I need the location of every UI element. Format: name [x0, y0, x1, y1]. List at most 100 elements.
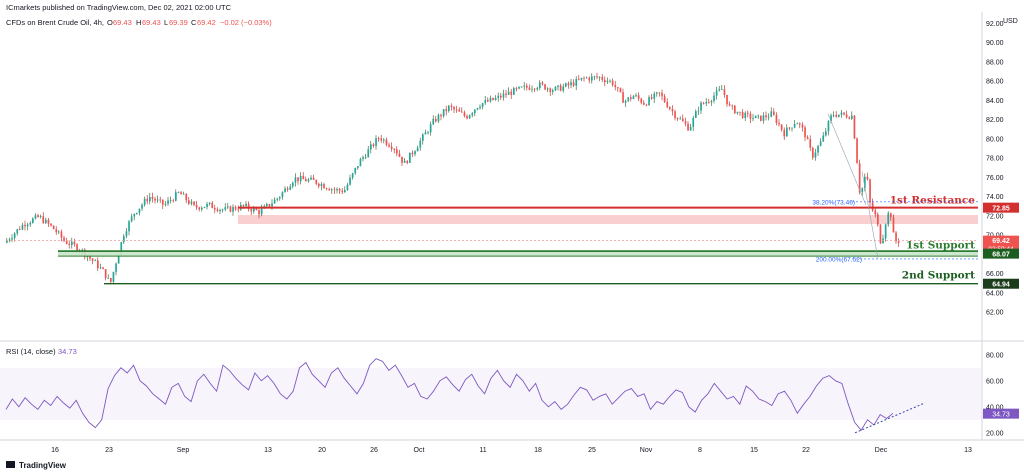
candle-body: [513, 88, 515, 95]
candle-body: [245, 203, 247, 206]
candle-body: [201, 207, 203, 210]
candle-body: [697, 110, 700, 112]
candle-body: [741, 112, 744, 118]
candle-body: [648, 97, 650, 106]
candle-body: [708, 101, 710, 103]
candle-body: [645, 104, 648, 106]
support-1-label: 1st Support: [906, 240, 975, 252]
candle-body: [377, 138, 380, 140]
currency-label: USD: [1003, 18, 1018, 25]
support-1-badge: [983, 248, 1019, 259]
candle-body: [328, 188, 331, 191]
rsi-tick-label: 40.00: [986, 404, 1004, 411]
candle-body: [479, 106, 481, 109]
candle-body: [559, 85, 562, 91]
candle-body: [494, 97, 497, 100]
candle-body: [780, 124, 783, 130]
candle-body: [198, 207, 201, 210]
candle-body: [663, 96, 666, 102]
candle-body: [614, 85, 617, 88]
candle-body: [515, 88, 518, 89]
candle-body: [123, 236, 125, 243]
candle-body: [848, 117, 851, 119]
candle-body: [50, 223, 52, 226]
candle-body: [767, 116, 770, 118]
resistance-badge-value: 72.85: [992, 206, 1010, 213]
candle-body: [851, 115, 853, 119]
ohlc-c-value: 69.42: [197, 18, 216, 27]
candle-body: [34, 215, 37, 219]
candle-body: [656, 92, 658, 94]
candle-body: [754, 115, 757, 119]
candle-body: [76, 244, 78, 251]
candle-body: [715, 90, 718, 96]
price-tick-label: 90.00: [986, 40, 1004, 47]
candle-body: [8, 239, 11, 241]
candle-body: [284, 188, 286, 193]
time-tick-label: 20: [318, 447, 326, 454]
candle-body: [13, 233, 16, 239]
candle-body: [890, 213, 892, 218]
candle-body: [232, 206, 234, 212]
candle-body: [760, 115, 762, 121]
candle-body: [856, 138, 858, 164]
candle-body: [471, 113, 474, 116]
candle-body: [333, 189, 336, 191]
candle-body: [775, 114, 778, 124]
candle-body: [32, 218, 34, 223]
price-axis: 92.00 90.00 88.00 86.00 84.00 82.00 80.00 78.00…: [983, 21, 1019, 317]
candle-body: [546, 88, 549, 90]
candle-body: [838, 114, 840, 117]
candle-body: [435, 118, 437, 122]
rsi-last-badge-value: 34.73: [992, 412, 1010, 419]
candle-body: [450, 105, 453, 108]
price-tick-label: 82.00: [986, 117, 1004, 124]
candle-body: [383, 139, 385, 141]
price-tick-label: 74.00: [986, 194, 1004, 201]
candle-body: [528, 87, 531, 90]
candle-body: [671, 108, 674, 112]
candle-body: [481, 103, 484, 107]
candle-body: [557, 85, 559, 87]
candle-body: [624, 100, 627, 103]
candle-body: [45, 219, 47, 223]
candle-body: [401, 156, 403, 163]
candle-body: [637, 95, 640, 99]
candle-body: [437, 114, 440, 122]
rsi-trend-line: [854, 402, 926, 434]
last-price-value: 69.42: [992, 238, 1010, 245]
candle-body: [728, 104, 731, 106]
time-tick-label: Oct: [414, 447, 425, 454]
candle-body: [445, 109, 448, 112]
candle-body: [224, 207, 227, 210]
candle-body: [466, 115, 468, 119]
candle-body: [102, 267, 104, 270]
candle-body: [801, 124, 804, 128]
candle-body: [73, 241, 76, 245]
candle-body: [411, 152, 414, 155]
candle-body: [37, 215, 39, 218]
candle-body: [188, 200, 190, 204]
candle-body: [507, 91, 510, 95]
candle-body: [869, 179, 871, 203]
candle-body: [666, 101, 669, 108]
candle-body: [242, 204, 245, 206]
candle-body: [276, 198, 279, 200]
candle-body: [585, 77, 588, 79]
candle-body: [448, 105, 450, 112]
candle-body: [845, 114, 848, 118]
candle-body: [630, 97, 632, 100]
candle-body: [575, 79, 578, 86]
candle-body: [757, 115, 760, 117]
candle-body: [177, 192, 180, 194]
time-tick-label: 23: [105, 447, 113, 454]
candle-body: [510, 91, 513, 95]
candle-body: [871, 202, 874, 211]
price-tick-label: 72.00: [986, 213, 1004, 220]
candle-body: [676, 117, 679, 119]
candle-body: [42, 216, 45, 223]
candle-body: [6, 240, 8, 243]
resistance-zone: [238, 215, 978, 224]
candle-body: [380, 138, 383, 141]
candle-body: [658, 92, 661, 94]
